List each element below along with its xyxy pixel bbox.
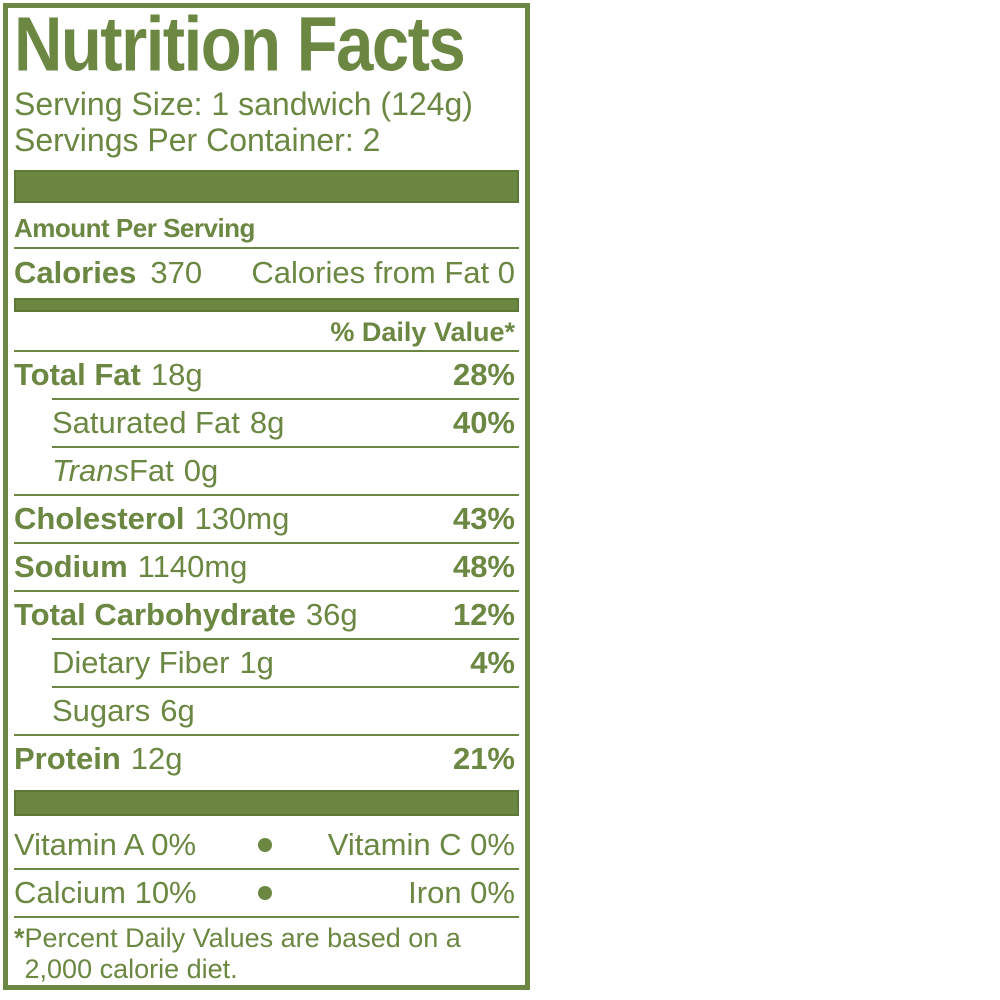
footnote-text: Percent Daily Values are based on a 2,00… — [24, 923, 461, 984]
footnote-asterisk: * — [14, 923, 25, 953]
nutrient-row-sodium: Sodium 1140mg 48% — [14, 544, 519, 590]
vitamin-row-1: Vitamin A 0% Vitamin C 0% — [14, 822, 519, 868]
calories-value: 370 — [150, 254, 203, 290]
vitamin-c-value: Vitamin C 0% — [327, 827, 515, 862]
nutrient-daily-value: 4% — [470, 645, 515, 680]
nutrient-name-italic: Trans — [52, 453, 129, 488]
nutrient-name: Sodium — [14, 549, 128, 584]
nutrient-row-cholesterol: Cholesterol 130mg 43% — [14, 496, 519, 542]
divider-bar-thick — [14, 170, 519, 203]
nutrient-name: Sugars — [52, 693, 151, 728]
rule — [14, 868, 519, 870]
amount-per-serving-heading: Amount Per Serving — [14, 212, 255, 243]
rule — [52, 638, 519, 640]
nutrient-row-trans-fat: Trans Fat 0g — [14, 448, 519, 494]
nutrient-amount: 18g — [150, 357, 203, 392]
nutrient-daily-value: 40% — [452, 405, 515, 440]
rule — [52, 398, 519, 400]
nutrient-row-sugars: Sugars 6g — [14, 688, 519, 734]
calories-row: Calories 370 Calories from Fat 0 — [14, 249, 519, 296]
nutrient-daily-value: 48% — [452, 549, 515, 584]
iron-value: Iron 0% — [408, 875, 515, 910]
rule — [14, 542, 519, 544]
nutrient-row-dietary-fiber: Dietary Fiber 1g 4% — [14, 640, 519, 686]
rule — [14, 590, 519, 592]
nutrient-name: Saturated Fat — [52, 405, 240, 440]
bullet-icon — [257, 886, 272, 900]
nutrient-amount: 36g — [305, 597, 358, 632]
vitamin-row-2: Calcium 10% Iron 0% — [14, 870, 519, 916]
nutrient-amount: 0g — [183, 453, 219, 488]
calories-from-fat: Calories from Fat 0 — [251, 254, 515, 290]
nutrient-amount: 130mg — [194, 501, 290, 536]
nutrient-name: Protein — [14, 741, 121, 776]
nutrient-amount: 1g — [239, 645, 274, 680]
divider-bar-mid — [14, 298, 519, 312]
nutrient-daily-value: 28% — [452, 357, 515, 392]
nutrient-name: Fat — [128, 453, 174, 488]
nutrient-amount: 1140mg — [137, 549, 248, 584]
nutrient-amount: 6g — [160, 693, 195, 728]
nutrient-row-total-fat: Total Fat 18g 28% — [14, 352, 519, 398]
rule — [52, 686, 519, 688]
bullet-icon — [257, 838, 272, 852]
rule — [14, 734, 519, 736]
nutrient-name: Total Carbohydrate — [14, 597, 296, 632]
nutrient-daily-value: 21% — [452, 741, 515, 776]
nutrition-facts-label: Nutrition Facts Serving Size: 1 sandwich… — [3, 3, 530, 990]
nutrient-amount: 8g — [249, 405, 285, 440]
label-title: Nutrition Facts — [14, 1, 466, 88]
divider-bar-bottom — [14, 790, 519, 816]
nutrient-name: Total Fat — [14, 357, 141, 392]
nutrient-row-protein: Protein 12g 21% — [14, 736, 519, 782]
daily-value-footnote: * Percent Daily Values are based on a 2,… — [14, 918, 519, 985]
calories-label: Calories — [14, 254, 137, 290]
serving-size: Serving Size: 1 sandwich (124g) — [14, 86, 473, 122]
nutrient-daily-value: 43% — [452, 501, 515, 536]
nutrient-row-saturated-fat: Saturated Fat 8g 40% — [14, 400, 519, 446]
nutrient-row-total-carbohydrate: Total Carbohydrate 36g 12% — [14, 592, 519, 638]
calcium-value: Calcium 10% — [14, 875, 197, 910]
rule — [52, 446, 519, 448]
nutrient-name: Cholesterol — [14, 501, 185, 536]
servings-per-container: Servings Per Container: 2 — [14, 122, 381, 158]
rule — [14, 247, 519, 249]
nutrient-name: Dietary Fiber — [52, 645, 230, 680]
vitamin-a-value: Vitamin A 0% — [14, 827, 197, 862]
rule — [14, 916, 519, 918]
nutrient-daily-value: 12% — [452, 597, 515, 632]
rule — [14, 494, 519, 496]
nutrient-amount: 12g — [130, 741, 183, 776]
rule — [14, 350, 519, 352]
daily-value-header: % Daily Value* — [330, 316, 515, 347]
